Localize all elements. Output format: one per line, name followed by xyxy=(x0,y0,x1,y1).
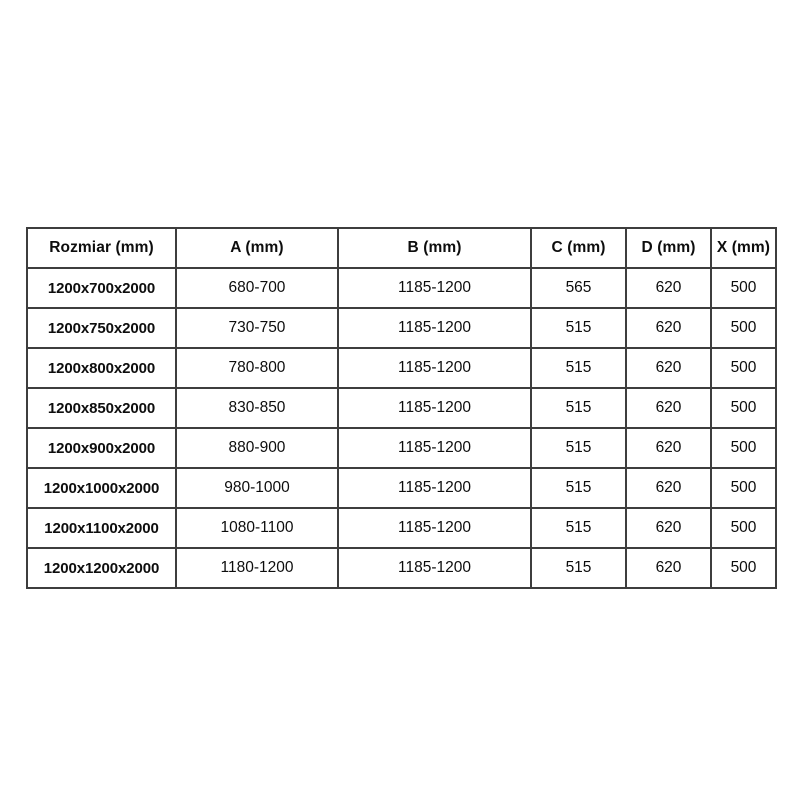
cell-d: 620 xyxy=(625,467,712,509)
table-header: Rozmiar (mm) A (mm) B (mm) C (mm) D (mm)… xyxy=(26,227,777,269)
cell-c: 515 xyxy=(530,387,627,429)
cell-b: 1185-1200 xyxy=(337,347,532,389)
cell-x: 500 xyxy=(710,507,777,549)
cell-b: 1185-1200 xyxy=(337,307,532,349)
cell-b: 1185-1200 xyxy=(337,387,532,429)
column-header-size: Rozmiar (mm) xyxy=(26,227,177,269)
table-row: 1200x1200x2000 1180-1200 1185-1200 515 620 50… xyxy=(26,547,777,589)
table-header-row: Rozmiar (mm) A (mm) B (mm) C (mm) D (mm)… xyxy=(26,227,777,269)
cell-size: 1200x850x2000 xyxy=(26,387,177,429)
cell-c: 515 xyxy=(530,307,627,349)
cell-b: 1185-1200 xyxy=(337,547,532,589)
column-header-b: B (mm) xyxy=(337,227,532,269)
cell-c: 515 xyxy=(530,507,627,549)
dimensions-table: Rozmiar (mm) A (mm) B (mm) C (mm) D (mm)… xyxy=(26,227,777,589)
cell-c: 515 xyxy=(530,347,627,389)
cell-d: 620 xyxy=(625,427,712,469)
cell-size: 1200x1200x2000 xyxy=(26,547,177,589)
cell-a: 980-1000 xyxy=(175,467,339,509)
cell-b: 1185-1200 xyxy=(337,427,532,469)
cell-a: 780-800 xyxy=(175,347,339,389)
cell-a: 1080-1100 xyxy=(175,507,339,549)
cell-d: 620 xyxy=(625,547,712,589)
table-row: 1200x700x2000 680-700 1185-1200 565 620 500 xyxy=(26,267,777,309)
cell-a: 680-700 xyxy=(175,267,339,309)
column-header-c: C (mm) xyxy=(530,227,627,269)
table-row: 1200x900x2000 880-900 1185-1200 515 620 500 xyxy=(26,427,777,469)
cell-a: 830-850 xyxy=(175,387,339,429)
cell-x: 500 xyxy=(710,307,777,349)
cell-b: 1185-1200 xyxy=(337,267,532,309)
cell-x: 500 xyxy=(710,467,777,509)
cell-d: 620 xyxy=(625,267,712,309)
table-body: 1200x700x2000 680-700 1185-1200 565 620 500 12… xyxy=(26,267,777,589)
column-header-d: D (mm) xyxy=(625,227,712,269)
cell-size: 1200x700x2000 xyxy=(26,267,177,309)
table-row: 1200x1100x2000 1080-1100 1185-1200 515 620 50… xyxy=(26,507,777,549)
cell-d: 620 xyxy=(625,307,712,349)
spec-table-container: Rozmiar (mm) A (mm) B (mm) C (mm) D (mm)… xyxy=(26,227,777,589)
cell-a: 730-750 xyxy=(175,307,339,349)
cell-c: 565 xyxy=(530,267,627,309)
cell-x: 500 xyxy=(710,267,777,309)
cell-size: 1200x1100x2000 xyxy=(26,507,177,549)
cell-c: 515 xyxy=(530,427,627,469)
cell-a: 880-900 xyxy=(175,427,339,469)
cell-x: 500 xyxy=(710,427,777,469)
cell-c: 515 xyxy=(530,547,627,589)
cell-d: 620 xyxy=(625,387,712,429)
cell-size: 1200x800x2000 xyxy=(26,347,177,389)
column-header-x: X (mm) xyxy=(710,227,777,269)
cell-b: 1185-1200 xyxy=(337,507,532,549)
table-row: 1200x1000x2000 980-1000 1185-1200 515 620 500 xyxy=(26,467,777,509)
cell-b: 1185-1200 xyxy=(337,467,532,509)
cell-size: 1200x1000x2000 xyxy=(26,467,177,509)
table-row: 1200x850x2000 830-850 1185-1200 515 620 500 xyxy=(26,387,777,429)
table-row: 1200x750x2000 730-750 1185-1200 515 620 500 xyxy=(26,307,777,349)
cell-size: 1200x750x2000 xyxy=(26,307,177,349)
cell-x: 500 xyxy=(710,387,777,429)
cell-x: 500 xyxy=(710,547,777,589)
cell-size: 1200x900x2000 xyxy=(26,427,177,469)
cell-d: 620 xyxy=(625,347,712,389)
cell-a: 1180-1200 xyxy=(175,547,339,589)
cell-c: 515 xyxy=(530,467,627,509)
column-header-a: A (mm) xyxy=(175,227,339,269)
cell-d: 620 xyxy=(625,507,712,549)
cell-x: 500 xyxy=(710,347,777,389)
table-row: 1200x800x2000 780-800 1185-1200 515 620 500 xyxy=(26,347,777,389)
